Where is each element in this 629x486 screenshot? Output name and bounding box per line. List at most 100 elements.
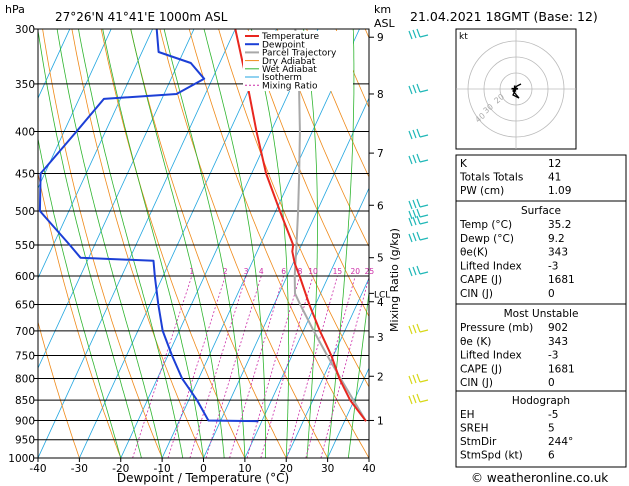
mixing-ratio-label: 3	[244, 267, 249, 276]
lcl-label: LCL	[374, 290, 390, 300]
mixing-ratio-label: 2	[223, 267, 228, 276]
isotherm-line	[244, 187, 369, 458]
indices-box	[455, 154, 627, 202]
pressure-tick-label: 850	[15, 395, 35, 407]
mixing-ratio-label: 25	[365, 267, 375, 276]
wet-adiabat-line	[38, 29, 142, 458]
pressure-tick-label: 1000	[8, 453, 35, 465]
table-row-label: CAPE (J)	[460, 274, 502, 286]
km-tick-label: 8	[377, 89, 384, 101]
wind-barb	[408, 373, 421, 385]
mixing-ratio-line	[167, 275, 226, 458]
location-title: 27°26'N 41°41'E 1000m ASL	[55, 10, 228, 24]
km-tick-label: 5	[377, 253, 384, 265]
table-row-value: 5	[548, 423, 555, 435]
km-tick-label: 2	[377, 371, 384, 383]
km-tick-label: 4	[377, 297, 384, 309]
wind-barb-shaft	[419, 329, 429, 333]
hodograph: kt 40 30 20 ✚	[455, 28, 577, 150]
mixing-ratio-line	[305, 275, 356, 458]
mixing-ratio-line	[205, 275, 262, 458]
table-row-value: 12	[548, 158, 561, 170]
mixing-ratio-label: 4	[259, 267, 264, 276]
wet-adiabat-line	[130, 29, 225, 458]
wind-barb	[408, 28, 421, 40]
wind-barb-shaft	[419, 399, 429, 403]
hodograph-unit-label: kt	[459, 32, 468, 42]
mixing-ratio-label: 20	[351, 267, 361, 276]
wind-barb-shaft	[419, 214, 429, 218]
table-row-label: CIN (J)	[460, 288, 493, 300]
legend-item: Dewpoint	[262, 40, 305, 50]
km-tick-label: 6	[377, 200, 384, 212]
wind-barb	[408, 265, 421, 277]
legend-item: Parcel Trajectory	[262, 49, 337, 59]
table-row-value: 41	[548, 172, 561, 184]
stability-tables: K 12 Totals Totals 41 PW (cm) 1.09 Surface Temp…	[455, 154, 627, 468]
most-unstable-title: Most Unstable	[504, 308, 579, 320]
wind-barb	[408, 153, 421, 165]
x-tick-label: 0	[200, 463, 207, 475]
pressure-tick-label: 550	[15, 240, 35, 252]
mixing-ratio-label: 6	[281, 267, 286, 276]
hodograph-table-title: Hodograph	[512, 395, 570, 407]
table-row-label: CIN (J)	[460, 377, 493, 389]
table-row-value: 1.09	[548, 185, 571, 197]
mixing-ratio-line	[260, 275, 314, 458]
table-row-value: 6	[548, 450, 555, 462]
hpa-label: hPa	[5, 3, 25, 16]
km-label: km	[374, 3, 391, 16]
wind-barbs	[408, 28, 429, 405]
km-tick-label: 7	[377, 148, 384, 160]
pressure-tick-label: 650	[15, 300, 35, 312]
table-row-value: 9.2	[548, 233, 565, 245]
km-tick-label: 9	[377, 32, 384, 44]
table-row-value: 244°	[548, 436, 573, 448]
x-tick-label: 40	[362, 463, 375, 475]
wind-barb-shaft	[419, 379, 429, 383]
pressure-tick-label: 600	[15, 271, 35, 283]
mixing-ratio-label: 8	[298, 267, 303, 276]
wind-barb-shaft	[419, 271, 429, 275]
wind-barb-shaft	[419, 221, 429, 225]
table-row-value: 343	[548, 247, 568, 259]
table-row-label: Totals Totals	[459, 172, 523, 184]
x-tick-label: -10	[154, 463, 171, 475]
wet-adiabat-line	[250, 29, 290, 458]
mixing-ratio-line	[132, 275, 193, 458]
legend-item: Dry Adiabat	[262, 57, 316, 67]
hodograph-box	[455, 390, 627, 468]
table-row-value: 343	[548, 336, 568, 348]
table-row-value: 902	[548, 322, 568, 334]
most-unstable-box	[455, 303, 627, 392]
x-axis-label: Dewpoint / Temperature (°C)	[117, 471, 289, 485]
table-row-value: 0	[548, 288, 555, 300]
dry-adiabat-line	[276, 29, 369, 248]
table-row-label: Lifted Index	[460, 350, 522, 362]
wet-adiabat-line	[78, 29, 184, 458]
x-tick-label: 30	[321, 463, 334, 475]
x-tick-label: -30	[71, 463, 88, 475]
mixing-ratio-line	[229, 275, 284, 458]
table-row-value: 1681	[548, 363, 575, 375]
pressure-tick-label: 450	[15, 168, 35, 180]
legend-item: Temperature	[261, 32, 319, 42]
dry-adiabat-line	[38, 320, 80, 458]
wet-adiabat-line	[327, 29, 355, 458]
legend-item: Wet Adiabat	[262, 65, 317, 75]
wind-barb-shaft	[419, 237, 429, 241]
wind-barb-shaft	[419, 134, 429, 138]
table-row-label: θe(K)	[460, 247, 488, 259]
legend-item: Mixing Ratio	[262, 81, 318, 91]
x-tick-label: -20	[112, 463, 129, 475]
wind-barb	[408, 83, 421, 95]
isotherm-line	[38, 29, 195, 369]
pressure-tick-label: 800	[15, 373, 35, 385]
table-row-label: StmSpd (kt)	[460, 450, 523, 462]
mixing-ratio-line	[189, 275, 247, 458]
isotherm-line	[203, 97, 369, 458]
table-row-value: 1681	[548, 274, 575, 286]
pressure-tick-label: 950	[15, 435, 35, 447]
